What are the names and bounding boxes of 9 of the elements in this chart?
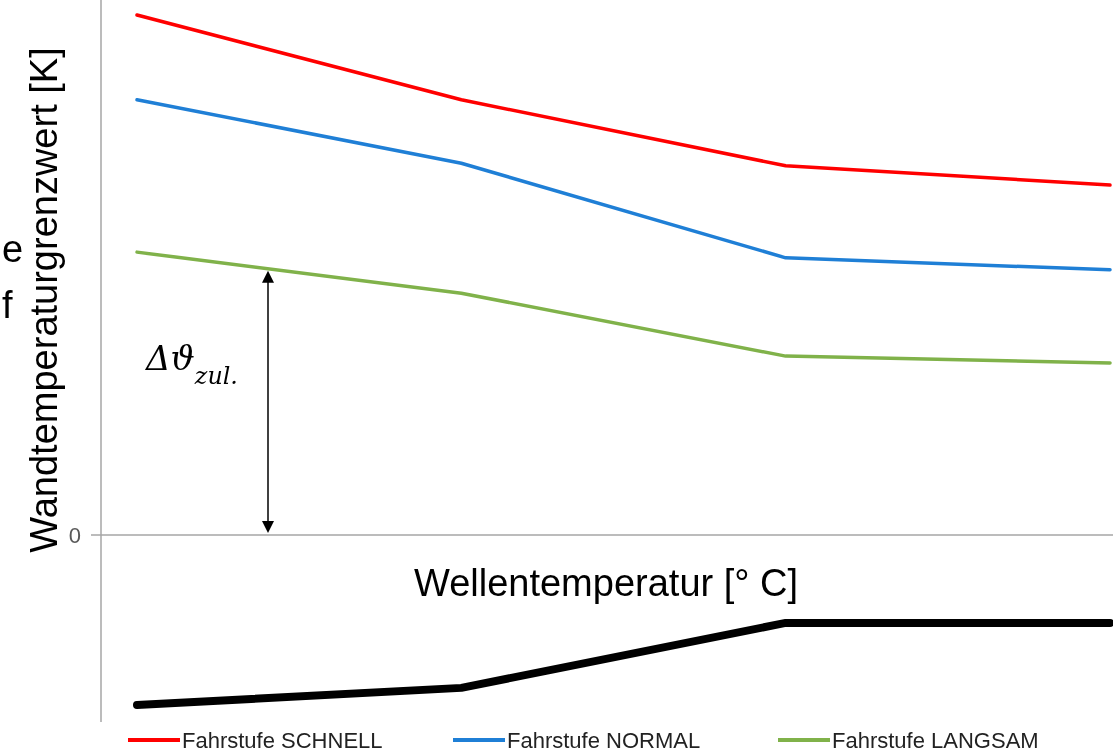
legend-label: Fahrstufe SCHNELL [182,727,383,753]
x-axis-title: Wellentemperatur [° C] [413,562,799,604]
legend-label: Fahrstufe LANGSAM [832,727,1039,753]
y-axis-title: Wandtemperaturgrenzwert [K] [23,47,65,553]
text: f [2,284,13,326]
annotation: Δϑ$_{zul.}$ [144,338,238,390]
text: e [2,228,24,270]
legend-label: Fahrstufe NORMAL [507,727,701,753]
text: 0 [68,522,81,548]
